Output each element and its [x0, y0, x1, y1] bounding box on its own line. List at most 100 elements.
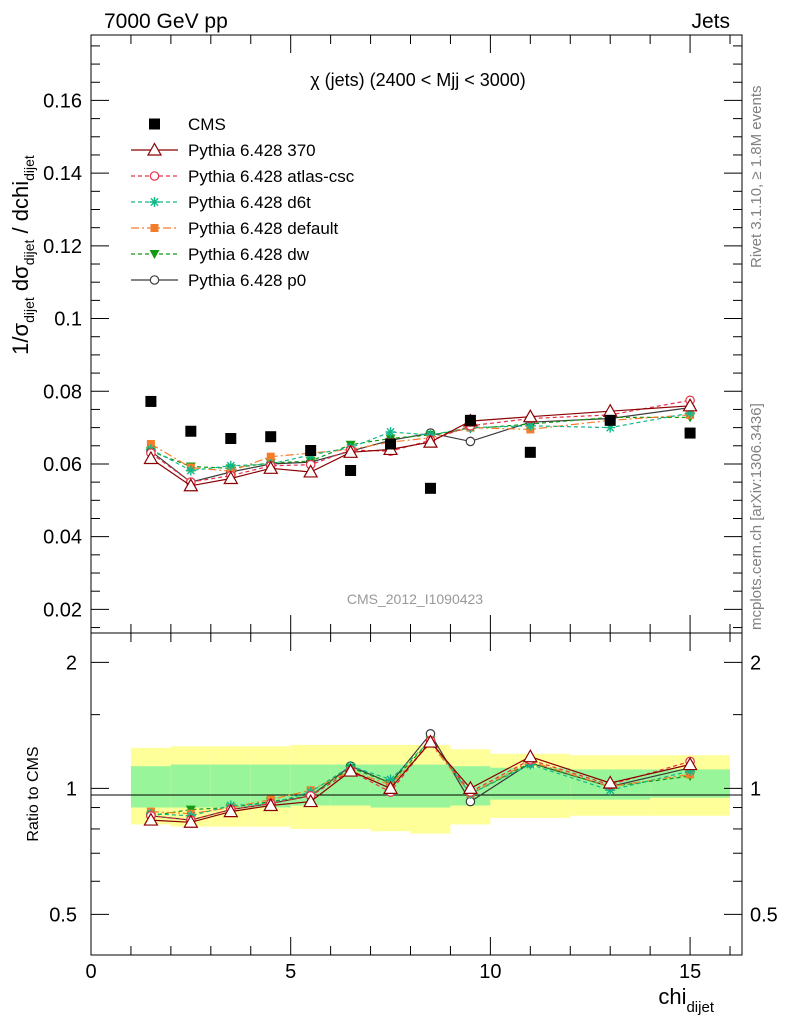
- ratio-y-label: Ratio to CMS: [25, 746, 42, 841]
- data-point: [223, 803, 239, 818]
- data-point: [343, 444, 359, 458]
- legend-label: Pythia 6.428 dw: [188, 245, 310, 264]
- series-line: [150, 414, 691, 472]
- data-point: [385, 426, 396, 437]
- x-axis-label: chidijet: [658, 984, 714, 1016]
- main-data-layer: [143, 395, 698, 494]
- data-point: [422, 434, 439, 448]
- legend-label: CMS: [188, 115, 226, 134]
- inner-band: [210, 764, 251, 808]
- x-tick-label: 10: [479, 961, 501, 983]
- data-point: [604, 414, 616, 426]
- data-point: [464, 414, 476, 426]
- y-tick-label: 0.08: [43, 381, 82, 403]
- ratio-panel: 0.5 0.5 1 1 2 2 0 5 10 15 Ratio to CMS chidijet: [25, 632, 778, 1016]
- header-left: 7000 GeV pp: [104, 10, 228, 33]
- ratio-data-layer: [143, 729, 698, 828]
- data-point: [602, 775, 618, 789]
- chart-title: χ (jets) (2400 < Mjj < 3000): [310, 70, 526, 90]
- series-line: [150, 405, 691, 487]
- data-point: [263, 460, 279, 474]
- legend-label: Pythia 6.428 370: [188, 141, 316, 160]
- legend-marker: [149, 118, 160, 130]
- legend: CMS Pythia 6.428 370 Pythia 6.428 atlas-cs…: [131, 115, 355, 290]
- y-tick-label: 0.14: [43, 163, 82, 185]
- data-point: [522, 749, 538, 763]
- legend-marker: [149, 275, 160, 285]
- data-point: [145, 395, 157, 407]
- y-tick-label: 0.06: [43, 454, 82, 476]
- data-point: [305, 445, 317, 457]
- watermark: CMS_2012_I1090423: [347, 591, 483, 607]
- ratio-y-tick-label-right: 2: [750, 652, 761, 674]
- x-tick-label: 15: [679, 961, 701, 983]
- legend-marker: [149, 171, 160, 181]
- ratio-y-tick-label: 1: [66, 778, 77, 800]
- series-line: [150, 412, 691, 472]
- legend-label: Pythia 6.428 atlas-csc: [188, 167, 355, 186]
- ratio-y-tick-label: 0.5: [49, 904, 77, 926]
- inner-band: [130, 766, 171, 808]
- data-point: [143, 450, 159, 465]
- data-point: [266, 452, 275, 461]
- mcplots-label: mcplots.cern.ch [arXiv:1306.3436]: [748, 403, 765, 630]
- data-point: [223, 470, 239, 485]
- series-line: [150, 742, 691, 815]
- data-point: [225, 433, 237, 445]
- data-point: [685, 408, 696, 419]
- data-point: [185, 465, 196, 476]
- data-point: [303, 464, 319, 478]
- main-axes: 0.02 0.04 0.06 0.08 0.1 0.12 0.14 0.16: [43, 35, 742, 633]
- header-right: Jets: [691, 10, 730, 33]
- inner-band: [410, 764, 451, 808]
- data-point: [422, 734, 439, 748]
- legend-label: Pythia 6.428 p0: [188, 271, 306, 290]
- data-point: [465, 436, 476, 447]
- data-point: [522, 408, 538, 423]
- data-point: [343, 763, 359, 777]
- main-panel: 0.02 0.04 0.06 0.08 0.1 0.12 0.14 0.16 χ (jets)…: [8, 34, 743, 634]
- x-tick-label: 0: [85, 961, 96, 983]
- legend-label: Pythia 6.428 default: [188, 219, 339, 238]
- x-tick-label: 5: [285, 961, 296, 983]
- ratio-y-tick-label-right: 1: [750, 778, 761, 800]
- data-point: [424, 482, 436, 494]
- data-point: [462, 780, 478, 794]
- data-point: [303, 793, 319, 808]
- data-point: [146, 439, 155, 448]
- legend-marker: [150, 224, 159, 232]
- data-point: [143, 812, 159, 826]
- legend-marker: [149, 197, 160, 207]
- data-point: [345, 465, 357, 477]
- data-point: [682, 398, 698, 412]
- y-tick-label: 0.02: [43, 599, 82, 621]
- data-point: [685, 766, 696, 777]
- data-point: [225, 460, 236, 471]
- y-tick-label: 0.1: [54, 309, 82, 331]
- data-point: [524, 446, 536, 458]
- y-tick-label: 0.16: [43, 90, 82, 112]
- data-point: [385, 774, 396, 785]
- series-line: [150, 741, 691, 823]
- ratio-y-tick-label: 2: [66, 652, 77, 674]
- data-point: [183, 478, 199, 492]
- data-point: [183, 814, 199, 828]
- data-point: [684, 427, 696, 439]
- legend-marker: [146, 142, 163, 156]
- data-point: [265, 431, 277, 443]
- ratio-y-tick-label-right: 0.5: [750, 904, 778, 926]
- series-line: [150, 416, 691, 469]
- series-line: [150, 739, 691, 817]
- data-point: [385, 438, 397, 450]
- y-tick-label: 0.12: [43, 236, 82, 258]
- ratio-frame: [90, 632, 743, 956]
- series-line: [150, 739, 691, 821]
- ratio-axes: 0.5 0.5 1 1 2 2 0 5 10 15: [49, 633, 778, 983]
- data-point: [383, 780, 399, 794]
- y-axis-label: 1/σdijet dσdijet / dchidijet: [8, 155, 37, 355]
- ratio-bands: [130, 744, 731, 834]
- data-point: [525, 420, 536, 431]
- y-tick-label: 0.04: [43, 527, 82, 549]
- data-point: [605, 785, 616, 796]
